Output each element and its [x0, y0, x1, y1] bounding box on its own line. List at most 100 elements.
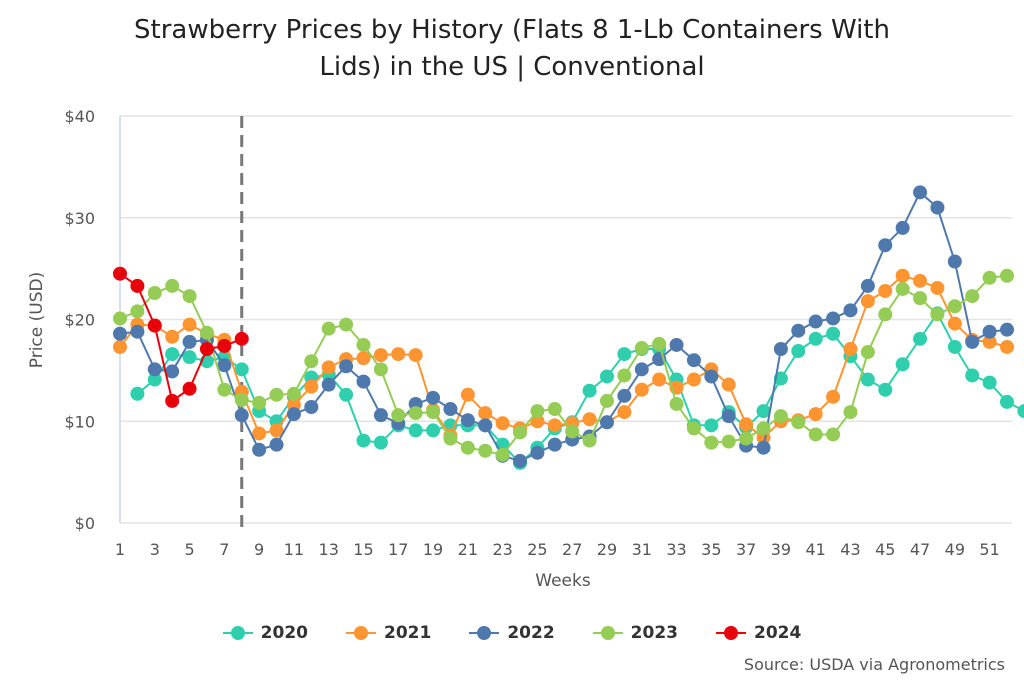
data-point-2021-week-26: [547, 418, 562, 433]
data-point-2023-week-36: [721, 434, 736, 449]
legend-item-2021[interactable]: 2021: [346, 623, 431, 643]
data-point-2022-week-15: [356, 374, 371, 389]
legend-marker-icon: [715, 626, 746, 640]
data-point-2023-week-51: [982, 270, 997, 285]
data-point-2022-week-24: [513, 453, 528, 468]
legend-item-2020[interactable]: 2020: [222, 623, 308, 643]
data-point-2022-week-48: [930, 200, 945, 215]
data-point-2022-week-2: [130, 324, 145, 339]
data-point-2021-week-9: [252, 426, 267, 441]
data-point-2023-week-20: [443, 431, 458, 446]
y-tick-label: $10: [64, 412, 95, 431]
data-point-2020-week-41: [808, 331, 823, 346]
data-point-2022-week-25: [530, 445, 545, 460]
source-note: Source: USDA via Agronometrics: [743, 655, 1005, 674]
legend-label: 2024: [753, 623, 802, 643]
data-point-2020-week-16: [373, 435, 388, 450]
data-point-2023-week-7: [217, 382, 232, 397]
data-point-2020-week-44: [860, 372, 875, 387]
data-point-2021-week-52: [1000, 339, 1014, 354]
data-point-2023-week-33: [669, 396, 684, 411]
data-point-2022-week-33: [669, 337, 684, 352]
series-2024: [113, 266, 249, 408]
data-point-2022-week-12: [304, 400, 319, 415]
series-line-2020: [136, 311, 1024, 465]
data-point-2023-week-49: [947, 299, 962, 314]
legend-label: 2023: [630, 623, 678, 643]
data-point-2023-week-32: [652, 336, 667, 351]
data-point-2021-week-51: [982, 334, 997, 349]
data-point-2024-week-1: [113, 266, 127, 281]
data-point-2020-week-4: [165, 347, 180, 362]
data-point-2023-week-38: [756, 421, 771, 436]
data-point-2023-week-28: [582, 433, 597, 448]
data-point-2020-week-29: [599, 369, 614, 384]
data-point-2020-week-35: [704, 418, 719, 433]
x-tick-label: 33: [666, 540, 686, 559]
data-point-2022-week-30: [617, 388, 632, 403]
x-tick-label: 21: [458, 540, 478, 559]
data-point-2023-week-52: [1000, 268, 1014, 283]
data-point-2023-week-14: [339, 317, 354, 332]
series-2023: [113, 268, 1014, 462]
x-tick-label: 11: [284, 540, 304, 559]
data-point-2020-week-39: [773, 371, 788, 386]
legend-item-2024[interactable]: 2024: [715, 623, 802, 643]
data-point-2022-week-4: [165, 364, 180, 379]
data-point-2022-week-36: [721, 409, 736, 424]
data-point-2023-week-8: [234, 392, 249, 407]
data-point-2023-week-4: [165, 278, 180, 293]
data-point-2020-week-15: [356, 433, 371, 448]
data-point-2023-week-15: [356, 337, 371, 352]
data-point-2022-week-22: [478, 418, 493, 433]
data-point-2022-week-10: [269, 437, 284, 452]
data-point-2022-week-13: [321, 377, 336, 392]
data-point-2023-week-25: [530, 404, 545, 419]
data-point-2023-week-41: [808, 427, 823, 442]
data-point-2022-week-20: [443, 402, 458, 417]
data-point-2024-week-8: [234, 331, 249, 346]
data-point-2021-week-21: [460, 387, 475, 402]
data-point-2021-week-31: [634, 382, 649, 397]
data-point-2021-week-41: [808, 407, 823, 422]
data-point-2021-week-45: [878, 284, 893, 299]
data-point-2020-week-3: [147, 372, 162, 387]
data-point-2021-week-1: [113, 339, 127, 354]
x-tick-label: 17: [388, 540, 408, 559]
data-point-2020-week-45: [878, 382, 893, 397]
data-point-2020-week-47: [913, 331, 928, 346]
x-axis-label: Weeks: [535, 571, 591, 591]
data-point-2020-week-42: [826, 326, 841, 341]
y-tick-label: $40: [64, 107, 95, 126]
data-point-2023-week-24: [513, 425, 528, 440]
x-tick-label: 51: [979, 540, 999, 559]
data-point-2023-week-16: [373, 362, 388, 377]
x-tick-label: 35: [701, 540, 721, 559]
data-point-2020-week-51: [982, 375, 997, 390]
data-point-2024-week-5: [182, 381, 197, 396]
y-axis-label: Price (USD): [27, 272, 47, 368]
legend-item-2022[interactable]: 2022: [469, 623, 555, 643]
data-point-2023-week-5: [182, 289, 197, 304]
data-point-2022-week-41: [808, 314, 823, 329]
legend-marker-icon: [469, 626, 500, 640]
data-point-2022-week-16: [373, 408, 388, 423]
data-point-2023-week-31: [634, 340, 649, 355]
data-point-2021-week-18: [408, 348, 423, 363]
data-point-2023-week-44: [860, 345, 875, 360]
x-tick-label: 45: [875, 540, 895, 559]
data-point-2022-week-47: [913, 185, 928, 200]
data-point-2020-week-50: [965, 368, 980, 383]
data-point-2023-week-6: [199, 325, 214, 340]
data-point-2022-week-3: [147, 362, 162, 377]
x-tick-label: 15: [353, 540, 373, 559]
legend-item-2023[interactable]: 2023: [592, 623, 678, 643]
data-point-2021-week-46: [895, 268, 910, 283]
data-point-2022-week-31: [634, 362, 649, 377]
data-point-2022-week-40: [791, 323, 806, 338]
data-point-2023-week-3: [147, 286, 162, 301]
x-tick-label: 39: [771, 540, 791, 559]
data-point-2023-week-42: [826, 427, 841, 442]
data-point-2021-week-42: [826, 389, 841, 404]
